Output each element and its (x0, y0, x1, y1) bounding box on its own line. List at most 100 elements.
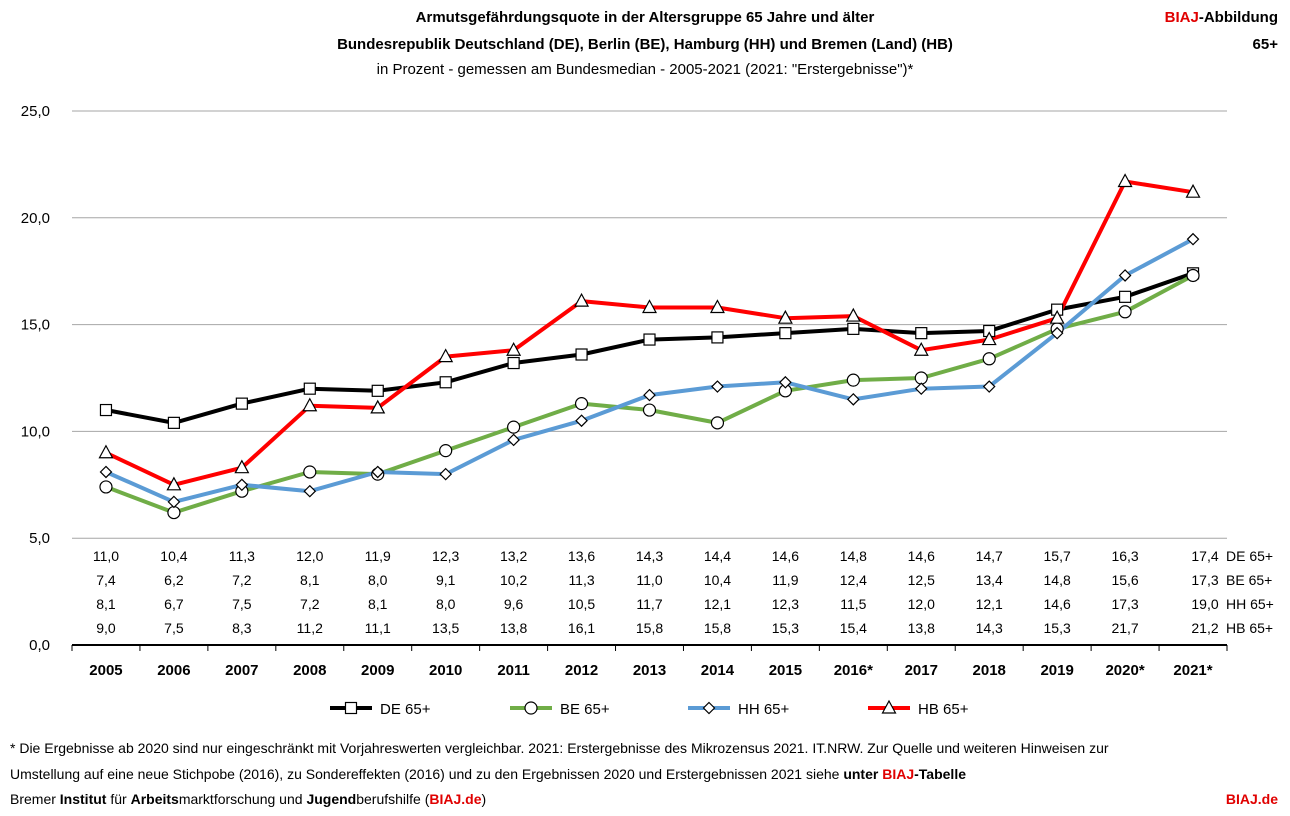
data-label: 8,1 (96, 596, 116, 612)
data-label: 17,3 (1111, 596, 1138, 612)
series-row-label: HB 65+ (1226, 620, 1273, 636)
data-label: 11,0 (636, 572, 662, 588)
data-label: 21,7 (1111, 620, 1138, 636)
y-tick-label: 15,0 (21, 317, 50, 334)
data-point (711, 380, 724, 393)
data-label: 10,2 (500, 572, 527, 588)
data-label: 17,3 (1191, 572, 1218, 588)
data-label: 11,1 (365, 620, 391, 636)
data-label: 16,1 (568, 620, 595, 636)
data-label: 12,1 (976, 596, 1003, 612)
y-tick-label: 5,0 (29, 530, 50, 547)
badge-suffix: -Abbildung (1198, 9, 1278, 26)
data-label: 11,9 (772, 572, 798, 588)
x-tick-label: 2021* (1173, 662, 1212, 679)
data-label: 10,5 (568, 596, 595, 612)
data-point (98, 444, 114, 459)
x-tick-label: 2008 (293, 662, 326, 679)
footnote-tabelle: -Tabelle (914, 766, 966, 782)
data-point (438, 348, 454, 363)
legend-marker (702, 701, 716, 715)
data-point (642, 403, 657, 417)
data-point (99, 403, 113, 417)
data-label: 15,7 (1044, 548, 1071, 564)
x-tick-label: 2007 (225, 662, 258, 679)
data-label: 12,0 (908, 596, 935, 612)
x-tick-label: 2015 (769, 662, 802, 679)
data-label: 14,3 (976, 620, 1003, 636)
data-label: 14,6 (908, 548, 935, 564)
legend-marker (881, 699, 897, 714)
data-point (439, 376, 452, 389)
data-label: 7,2 (300, 596, 320, 612)
data-point (981, 331, 997, 346)
data-label: 8,1 (368, 596, 388, 612)
figure-badge: BIAJ-Abbildung (1165, 9, 1278, 26)
data-label: 10,4 (160, 548, 187, 564)
footnote-line-1: * Die Ergebnisse ab 2020 sind nur einges… (10, 740, 1109, 756)
y-tick-label: 10,0 (21, 423, 50, 440)
x-tick-label: 2009 (361, 662, 394, 679)
data-label: 14,3 (636, 548, 663, 564)
series-line (105, 179, 1194, 487)
data-point (982, 352, 996, 366)
org-link[interactable]: BIAJ.de (429, 791, 482, 807)
data-label: 12,0 (296, 548, 323, 564)
data-point (709, 299, 725, 314)
data-point (846, 373, 860, 387)
data-label: 14,4 (704, 548, 731, 564)
data-point (575, 348, 588, 361)
data-point (1186, 232, 1200, 246)
data-point (507, 433, 520, 447)
data-point (847, 322, 860, 335)
data-point (235, 478, 249, 492)
data-point (779, 375, 792, 389)
data-point (302, 397, 318, 412)
data-point (643, 333, 656, 346)
data-label: 13,5 (432, 620, 459, 636)
data-label: 14,8 (840, 548, 867, 564)
x-tick-label: 2014 (701, 662, 735, 679)
line-chart: 25,0 20,0 15,0 10,0 5,0 0,0 2005 2006 2007 2008 20… (21, 103, 1274, 718)
legend-marker (524, 701, 538, 715)
data-point (234, 459, 250, 474)
data-label: 11,5 (840, 596, 866, 612)
x-tick-label: 2011 (497, 662, 530, 679)
data-label: 14,6 (772, 548, 799, 564)
data-label: 9,6 (504, 596, 524, 612)
x-tick-label: 2016* (834, 662, 873, 679)
data-label: 8,0 (436, 596, 456, 612)
data-label: 13,8 (500, 620, 527, 636)
data-point (99, 465, 113, 479)
site-link[interactable]: BIAJ.de (1225, 791, 1278, 807)
data-point (711, 331, 724, 344)
data-point (777, 309, 793, 324)
data-label: 15,3 (1044, 620, 1071, 636)
data-label: 11,7 (636, 596, 662, 612)
org-part: ) (481, 791, 487, 807)
data-point (439, 444, 453, 458)
legend-label: HH 65+ (738, 701, 790, 718)
data-label: 13,6 (568, 548, 595, 564)
org-part: Institut (59, 791, 107, 807)
data-label: 15,6 (1111, 572, 1138, 588)
data-label: 11,2 (297, 620, 323, 636)
data-point (167, 416, 181, 429)
chart-subtitle-detail: in Prozent - gemessen am Bundesmedian - … (376, 61, 914, 78)
x-tick-label: 2005 (89, 662, 122, 679)
data-label: 11,9 (365, 548, 391, 564)
data-point (1118, 290, 1132, 303)
data-label: 14,7 (976, 548, 1003, 564)
y-tick-label: 0,0 (29, 637, 50, 654)
footnote-line-2: Umstellung auf eine neue Stichpobe (2016… (10, 766, 966, 782)
data-point (846, 393, 860, 406)
x-tick-label: 2019 (1040, 662, 1073, 679)
data-point (643, 388, 656, 402)
data-label: 6,7 (164, 596, 184, 612)
data-point (1049, 309, 1065, 324)
badge-brand: BIAJ (1164, 9, 1199, 26)
data-point (574, 292, 590, 307)
footnote-brand[interactable]: BIAJ (882, 766, 915, 782)
data-point (303, 484, 317, 498)
data-label: 10,4 (704, 572, 731, 588)
